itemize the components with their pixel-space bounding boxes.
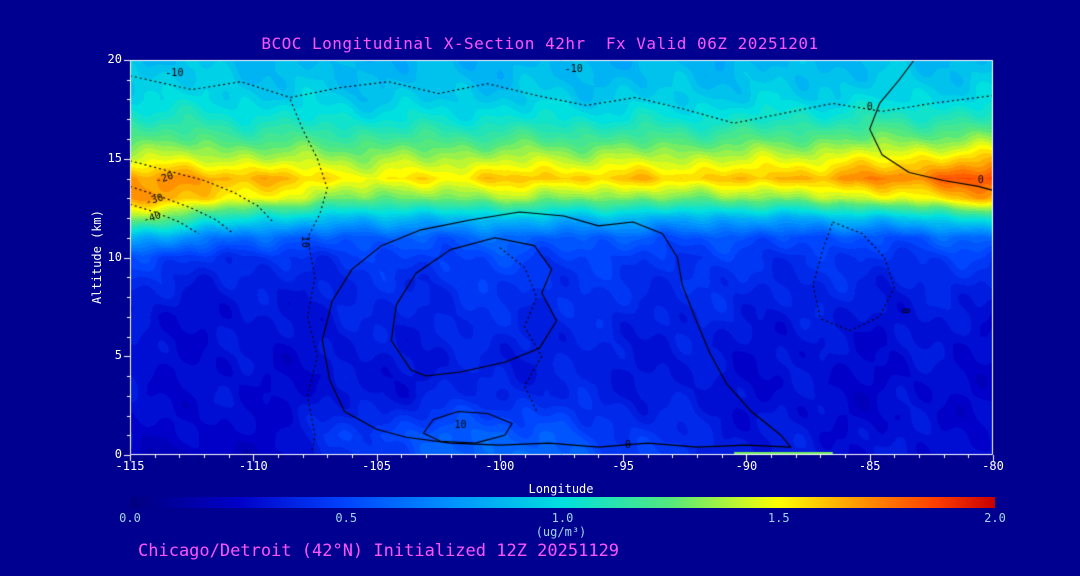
colorbar-tick-label: 1.0: [551, 511, 574, 525]
x-tick-label: -90: [735, 459, 758, 473]
xsection-plot-canvas: [118, 56, 1003, 468]
caption: Chicago/Detroit (42°N) Initialized 12Z 2…: [138, 541, 620, 561]
colorbar-canvas: [130, 497, 995, 508]
chart-title: BCOC Longitudinal X-Section 42hr Fx Vali…: [261, 34, 819, 53]
y-tick-label: 10: [107, 249, 122, 264]
y-tick-label: 15: [107, 150, 122, 165]
colorbar-tick-label: 0.5: [335, 511, 358, 525]
colorbar-units-label: (ug/m³): [535, 525, 587, 539]
x-axis-label: Longitude: [528, 482, 594, 496]
x-tick-label: -115: [115, 459, 145, 473]
colorbar-tick-label: 0.0: [119, 511, 141, 525]
y-tick-label: 5: [114, 348, 122, 363]
x-tick-label: -110: [238, 459, 268, 473]
x-tick-label: -80: [982, 459, 1004, 473]
x-tick-label: -85: [858, 459, 881, 473]
y-tick-label: 0: [114, 447, 122, 461]
colorbar-tick-label: 1.5: [767, 511, 790, 525]
y-tick-label: 20: [107, 52, 122, 66]
colorbar-tick-label: 2.0: [984, 511, 1006, 525]
x-tick-label: -95: [612, 459, 634, 473]
x-tick-label: -105: [362, 459, 392, 473]
x-tick-label: -100: [485, 459, 515, 473]
